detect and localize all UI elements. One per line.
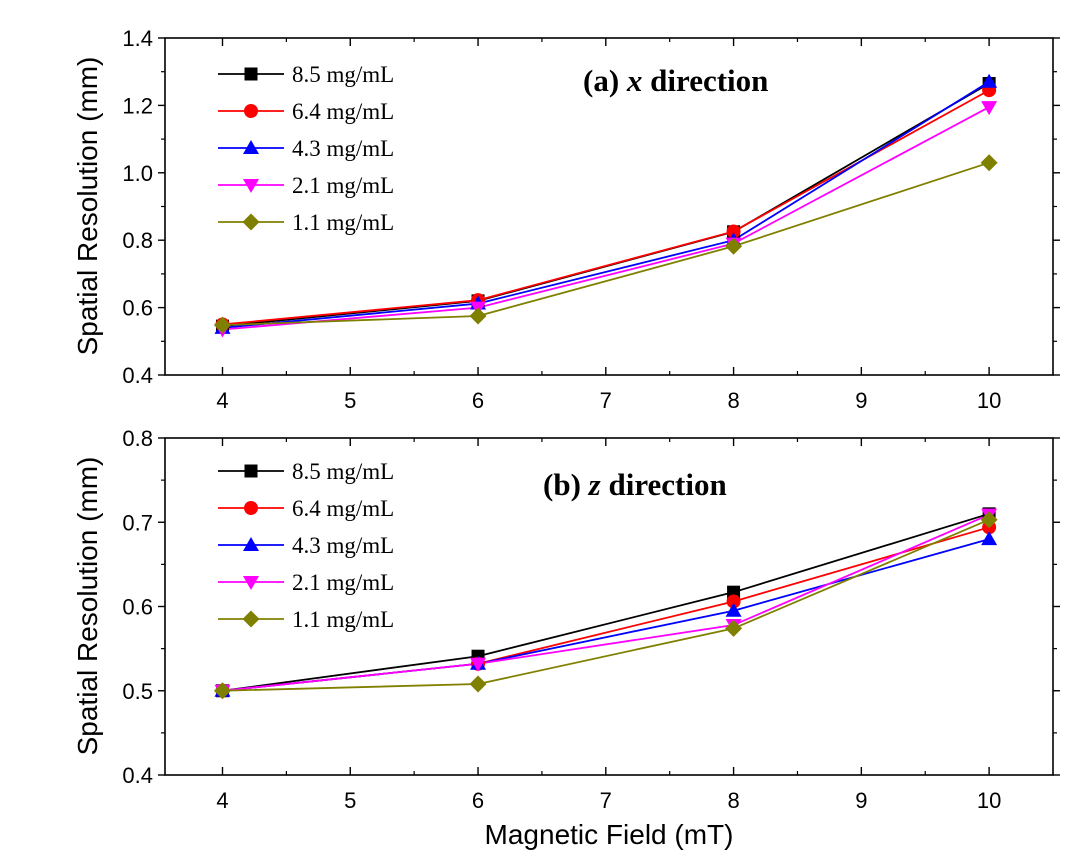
- data-point: [981, 101, 998, 116]
- x-tick-label: 5: [344, 388, 356, 413]
- legend-label: 8.5 mg/mL: [292, 62, 394, 87]
- panel-title-prefix: (b): [543, 467, 589, 502]
- data-point: [725, 602, 742, 617]
- x-tick-label: 9: [855, 788, 867, 813]
- x-tick-label: 8: [727, 388, 739, 413]
- x-axis-title: Magnetic Field (mT): [485, 819, 734, 850]
- x-tick-label: 7: [600, 788, 612, 813]
- data-point: [980, 154, 998, 172]
- legend-label: 1.1 mg/mL: [292, 210, 394, 235]
- panel-title-prefix: (a): [583, 63, 627, 98]
- legend-marker: [242, 610, 260, 628]
- legend-label: 2.1 mg/mL: [292, 570, 394, 595]
- y-tick-label: 0.8: [122, 228, 153, 253]
- legend-marker: [243, 179, 259, 193]
- panel-title-suffix: direction: [642, 63, 768, 98]
- panel-a-x-direction: 4 5 6 7 8 9 10 0.4 0.6 0.8 1.0 1.2 1.4 Spatial Resolu…: [72, 26, 1060, 413]
- x-tick-label: 6: [472, 788, 484, 813]
- legend-marker: [244, 104, 258, 118]
- y-tick-label: 1.2: [122, 93, 153, 118]
- legend-label: 4.3 mg/mL: [292, 533, 394, 558]
- y-tick-label: 0.8: [122, 426, 153, 451]
- y-tick-label: 0.5: [122, 679, 153, 704]
- data-point: [470, 657, 487, 672]
- y-axis-title: Spatial Resolution (mm): [72, 457, 103, 756]
- x-tick-label: 4: [216, 788, 228, 813]
- data-point: [981, 531, 998, 546]
- legend-label: 1.1 mg/mL: [292, 607, 394, 632]
- legend-marker: [244, 464, 258, 478]
- legend-marker: [244, 67, 258, 81]
- data-point: [726, 594, 741, 609]
- data-point: [469, 307, 487, 325]
- series-line: [222, 161, 990, 327]
- legend-marker: [244, 501, 258, 515]
- legend-label: 6.4 mg/mL: [292, 99, 394, 124]
- data-point: [213, 316, 231, 334]
- legend-marker: [242, 213, 260, 231]
- x-tick-label: 8: [727, 788, 739, 813]
- data-point: [213, 682, 231, 700]
- legend-label: 8.5 mg/mL: [292, 459, 394, 484]
- y-tick-label: 0.6: [122, 296, 153, 321]
- y-axis-title: Spatial Resolution (mm): [72, 57, 103, 356]
- y-tick-label: 0.4: [122, 763, 153, 788]
- data-point: [469, 675, 487, 693]
- panel-title: (a) x direction: [583, 63, 768, 98]
- data-point: [725, 619, 743, 637]
- series-line: [222, 106, 990, 331]
- data-point: [981, 73, 998, 88]
- x-tick-label: 5: [344, 788, 356, 813]
- data-point: [980, 511, 998, 529]
- x-tick-label: 6: [472, 388, 484, 413]
- panel-title-suffix: direction: [601, 467, 727, 502]
- y-tick-label: 0.7: [122, 510, 153, 535]
- x-tick-label: 9: [855, 388, 867, 413]
- data-point: [726, 224, 741, 239]
- series-line: [222, 81, 990, 329]
- data-point: [725, 237, 743, 255]
- x-tick-label: 10: [977, 388, 1001, 413]
- series-line: [222, 512, 990, 692]
- series-line: [222, 89, 990, 326]
- y-tick-label: 0.6: [122, 595, 153, 620]
- panel-title: (b) z direction: [543, 467, 727, 502]
- y-tick-label: 1.4: [122, 26, 153, 51]
- legend-label: 6.4 mg/mL: [292, 496, 394, 521]
- legend-label: 2.1 mg/mL: [292, 173, 394, 198]
- y-tick-label: 1.0: [122, 161, 153, 186]
- legend-label: 4.3 mg/mL: [292, 136, 394, 161]
- legend-marker: [243, 537, 259, 551]
- panel-title-variable: x: [626, 63, 643, 98]
- legend-marker: [243, 140, 259, 154]
- panel-title-variable: z: [588, 467, 601, 502]
- y-tick-label: 0.4: [122, 363, 153, 388]
- series-line: [222, 513, 990, 692]
- x-tick-label: 4: [216, 388, 228, 413]
- x-tick-label: 7: [600, 388, 612, 413]
- panel-b-z-direction: 4 5 6 7 8 9 10 0.4 0.5 0.6 0.7 0.8 Spatial Resolutio…: [72, 426, 1060, 850]
- series-line: [222, 518, 990, 692]
- legend-marker: [243, 576, 259, 590]
- x-tick-label: 10: [977, 788, 1001, 813]
